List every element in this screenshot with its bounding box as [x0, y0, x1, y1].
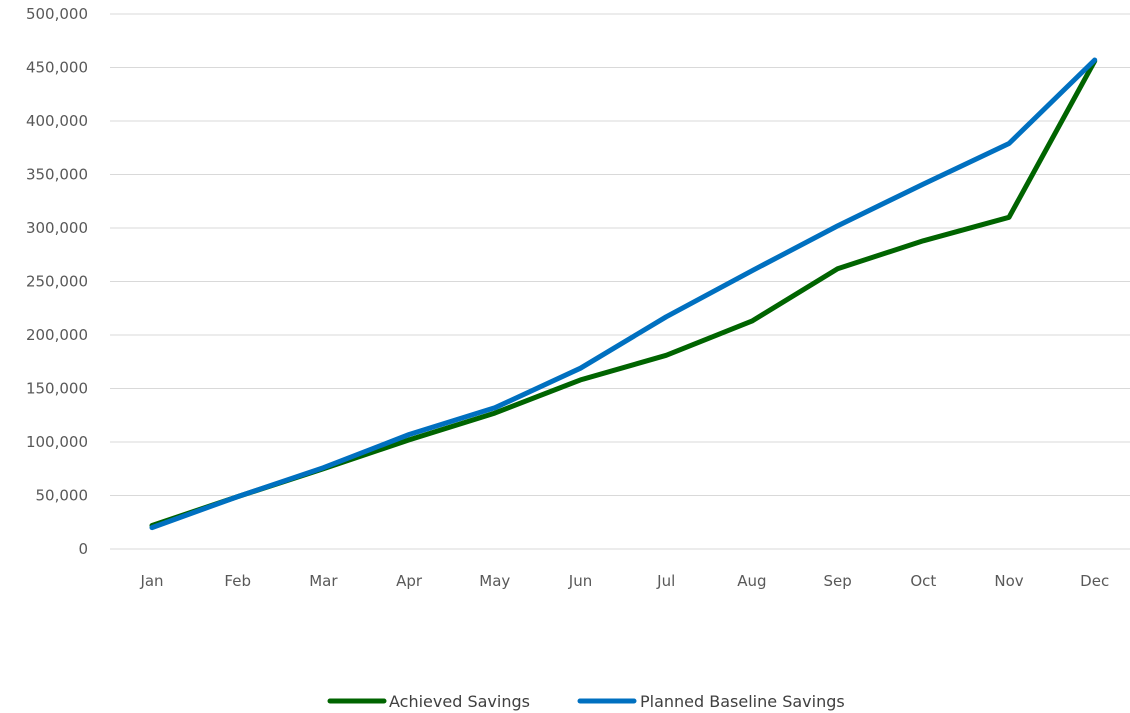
x-tick-label: Feb [224, 572, 251, 590]
y-axis-tick-labels: 0 50,000 100,000 150,000 200,000 250,000 300,0… [26, 5, 88, 558]
y-tick-label: 150,000 [26, 380, 88, 398]
x-tick-label: Dec [1080, 572, 1109, 590]
series-line-achieved-savings [149, 58, 1098, 528]
y-tick-label: 500,000 [26, 5, 88, 23]
y-tick-label: 350,000 [26, 166, 88, 184]
x-tick-label: May [479, 572, 510, 590]
legend: Achieved Savings Planned Baseline Savings [327, 692, 845, 711]
x-tick-label: Oct [910, 572, 936, 590]
gridlines [110, 13, 1130, 550]
y-tick-label: 450,000 [26, 59, 88, 77]
x-tick-label: Sep [823, 572, 851, 590]
y-tick-label: 0 [78, 540, 88, 558]
series-line-planned-baseline-savings [149, 57, 1098, 531]
legend-label: Planned Baseline Savings [640, 692, 845, 711]
y-tick-label: 50,000 [36, 487, 89, 505]
legend-label: Achieved Savings [389, 692, 530, 711]
y-tick-label: 400,000 [26, 112, 88, 130]
y-tick-label: 100,000 [26, 433, 88, 451]
x-tick-label: Aug [737, 572, 766, 590]
x-axis-tick-labels: Jan Feb Mar Apr May Jun Jul Aug Sep Oct Nov Dec [139, 572, 1109, 590]
x-tick-label: Nov [994, 572, 1023, 590]
x-tick-label: Apr [396, 572, 423, 590]
y-tick-label: 250,000 [26, 273, 88, 291]
series-lines [149, 57, 1098, 531]
x-tick-label: Jan [139, 572, 163, 590]
x-tick-label: Jul [656, 572, 675, 590]
y-tick-label: 200,000 [26, 326, 88, 344]
x-tick-label: Jun [568, 572, 592, 590]
y-tick-label: 300,000 [26, 219, 88, 237]
x-tick-label: Mar [309, 572, 338, 590]
